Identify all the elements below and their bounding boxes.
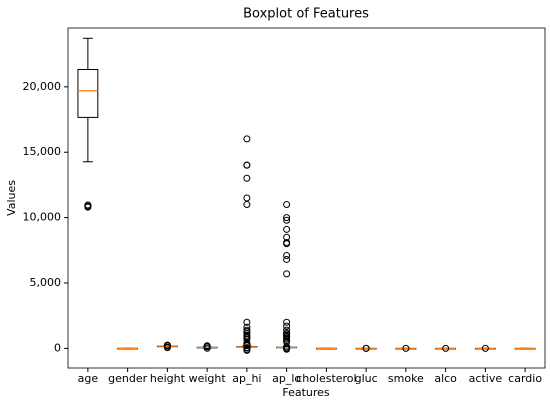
x-tick-label: age bbox=[78, 372, 99, 385]
y-tick-label: 5,000 bbox=[30, 276, 62, 289]
y-axis-label: Values bbox=[5, 180, 18, 216]
outlier bbox=[163, 341, 171, 349]
y-tick-label: 15,000 bbox=[23, 145, 62, 158]
outlier bbox=[481, 344, 489, 352]
outlier bbox=[402, 344, 410, 352]
outlier bbox=[243, 174, 251, 182]
box bbox=[77, 68, 99, 118]
x-tick-label: cholesterol bbox=[296, 372, 356, 385]
outlier bbox=[243, 318, 251, 326]
outlier bbox=[283, 255, 291, 263]
outlier bbox=[283, 270, 291, 278]
outlier bbox=[243, 161, 251, 169]
outlier bbox=[243, 346, 251, 354]
outlier bbox=[84, 201, 92, 209]
outlier bbox=[283, 326, 291, 334]
x-tick-label: ap_hi bbox=[232, 372, 261, 385]
outlier bbox=[442, 344, 450, 352]
plot-frame bbox=[67, 27, 546, 369]
x-tick-label: height bbox=[150, 372, 186, 385]
y-tick-label: 20,000 bbox=[23, 80, 62, 93]
outlier bbox=[283, 214, 291, 222]
outlier bbox=[283, 318, 291, 326]
outlier bbox=[283, 240, 291, 248]
x-tick-label: active bbox=[469, 372, 503, 385]
x-tick-label: gluc bbox=[355, 372, 378, 385]
outlier bbox=[283, 322, 291, 330]
y-tick-label: 10,000 bbox=[23, 211, 62, 224]
outlier bbox=[203, 342, 211, 350]
y-tick-label: 0 bbox=[54, 341, 61, 354]
outlier bbox=[283, 252, 291, 260]
x-tick-label: cardio bbox=[508, 372, 542, 385]
outlier bbox=[283, 225, 291, 233]
outlier bbox=[283, 201, 291, 209]
outlier bbox=[243, 342, 251, 350]
outlier bbox=[283, 345, 291, 353]
x-tick-label: gender bbox=[108, 372, 147, 385]
outlier bbox=[243, 135, 251, 143]
x-axis-label: Features bbox=[282, 386, 330, 399]
x-tick-label: weight bbox=[189, 372, 227, 385]
x-tick-label: smoke bbox=[388, 372, 424, 385]
outlier bbox=[243, 201, 251, 209]
chart-title: Boxplot of Features bbox=[243, 7, 369, 22]
outlier bbox=[243, 194, 251, 202]
outlier bbox=[283, 233, 291, 241]
outlier bbox=[283, 216, 291, 224]
outlier bbox=[362, 344, 370, 352]
x-tick-label: alco bbox=[434, 372, 457, 385]
x-tick-label: ap_lo bbox=[272, 372, 301, 385]
